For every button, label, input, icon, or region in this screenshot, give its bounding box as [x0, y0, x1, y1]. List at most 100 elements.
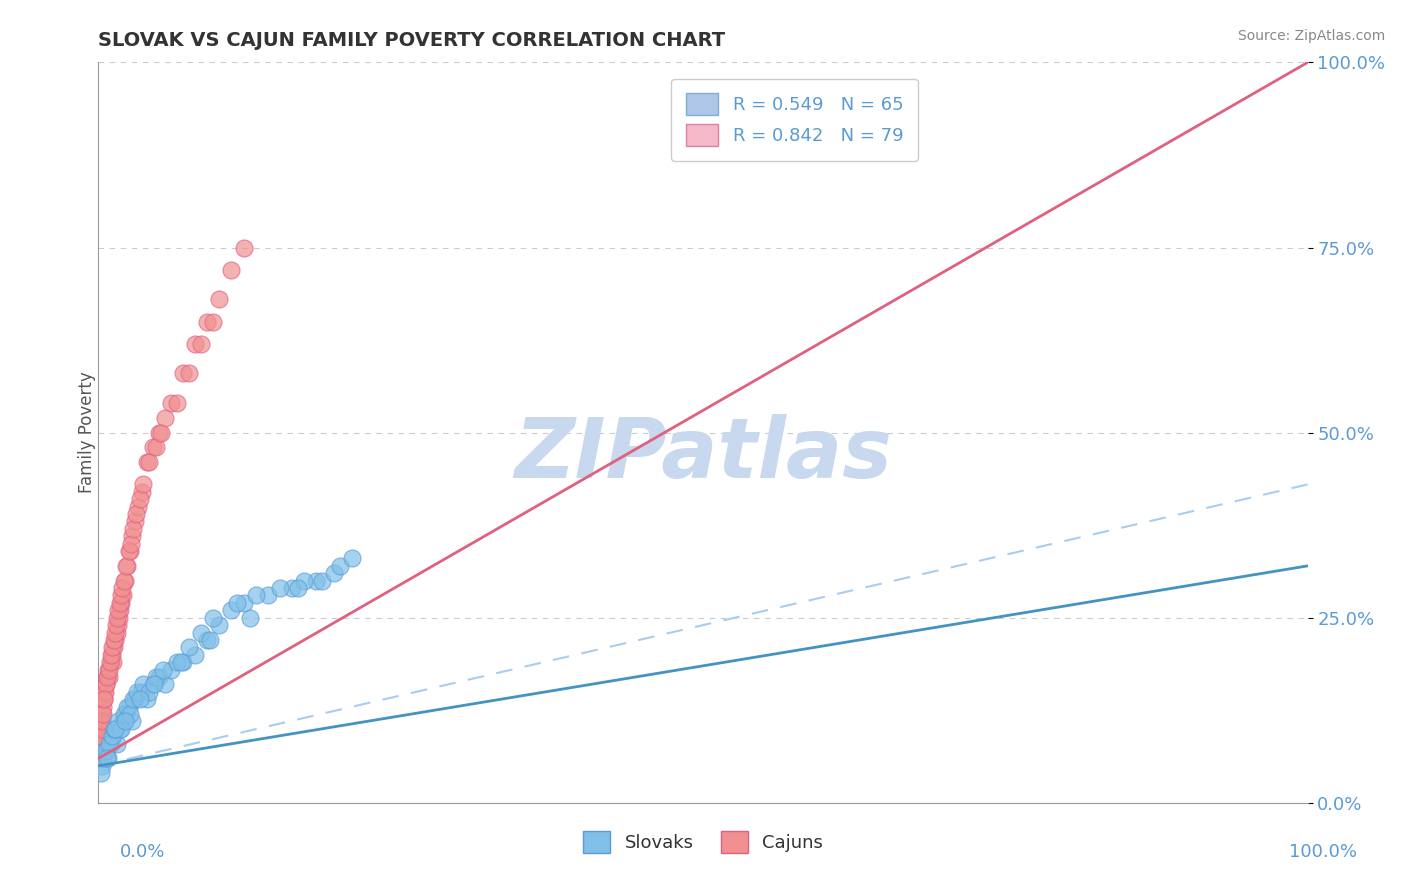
- Point: [208, 293, 231, 307]
- Point: [132, 677, 155, 691]
- Point: [90, 714, 112, 729]
- Point: [138, 685, 160, 699]
- Point: [142, 677, 165, 691]
- Point: [128, 492, 150, 507]
- Point: [202, 610, 225, 624]
- Point: [90, 729, 112, 743]
- Point: [153, 410, 176, 425]
- Point: [108, 610, 131, 624]
- Point: [105, 737, 128, 751]
- Legend: Slovaks, Cajuns: Slovaks, Cajuns: [576, 824, 830, 861]
- Point: [269, 581, 291, 595]
- Point: [311, 574, 333, 588]
- Point: [96, 677, 118, 691]
- Point: [226, 596, 249, 610]
- Point: [142, 441, 165, 455]
- Point: [232, 240, 254, 255]
- Point: [122, 692, 145, 706]
- Point: [104, 722, 127, 736]
- Text: Source: ZipAtlas.com: Source: ZipAtlas.com: [1237, 29, 1385, 43]
- Point: [90, 714, 112, 729]
- Point: [104, 632, 127, 647]
- Point: [100, 737, 122, 751]
- Point: [93, 692, 115, 706]
- Point: [103, 632, 125, 647]
- Point: [342, 551, 364, 566]
- Point: [103, 722, 125, 736]
- Point: [89, 737, 111, 751]
- Point: [91, 706, 114, 721]
- Point: [208, 618, 231, 632]
- Point: [117, 699, 139, 714]
- Point: [93, 692, 115, 706]
- Point: [94, 744, 117, 758]
- Point: [148, 670, 170, 684]
- Point: [129, 685, 152, 699]
- Text: 100.0%: 100.0%: [1289, 843, 1357, 861]
- Point: [108, 596, 131, 610]
- Point: [91, 699, 114, 714]
- Point: [93, 744, 115, 758]
- Point: [190, 336, 212, 351]
- Point: [96, 670, 118, 684]
- Text: 0.0%: 0.0%: [120, 843, 165, 861]
- Point: [118, 544, 141, 558]
- Point: [90, 722, 112, 736]
- Point: [135, 692, 157, 706]
- Point: [184, 336, 207, 351]
- Point: [132, 477, 155, 491]
- Point: [148, 425, 170, 440]
- Point: [323, 566, 346, 581]
- Point: [90, 766, 112, 780]
- Y-axis label: Family Poverty: Family Poverty: [79, 372, 96, 493]
- Point: [110, 596, 132, 610]
- Point: [101, 729, 124, 743]
- Point: [124, 515, 146, 529]
- Point: [115, 706, 138, 721]
- Point: [169, 655, 191, 669]
- Point: [94, 677, 117, 691]
- Point: [100, 655, 122, 669]
- Point: [112, 574, 135, 588]
- Point: [232, 596, 254, 610]
- Point: [150, 425, 173, 440]
- Point: [91, 692, 114, 706]
- Point: [152, 663, 174, 677]
- Point: [108, 603, 131, 617]
- Point: [153, 677, 176, 691]
- Point: [110, 722, 132, 736]
- Point: [127, 685, 149, 699]
- Point: [195, 632, 218, 647]
- Point: [98, 737, 121, 751]
- Point: [107, 603, 129, 617]
- Point: [239, 610, 262, 624]
- Point: [135, 455, 157, 469]
- Point: [103, 640, 125, 655]
- Point: [221, 262, 243, 277]
- Point: [138, 455, 160, 469]
- Point: [89, 751, 111, 765]
- Point: [202, 314, 225, 328]
- Point: [105, 625, 128, 640]
- Point: [287, 581, 309, 595]
- Point: [166, 655, 188, 669]
- Point: [117, 558, 139, 573]
- Point: [118, 699, 141, 714]
- Point: [97, 663, 120, 677]
- Point: [98, 670, 121, 684]
- Point: [91, 758, 114, 772]
- Point: [124, 692, 146, 706]
- Point: [111, 581, 134, 595]
- Point: [100, 729, 122, 743]
- Point: [91, 751, 114, 765]
- Point: [101, 655, 124, 669]
- Point: [93, 685, 115, 699]
- Point: [90, 722, 112, 736]
- Point: [98, 655, 121, 669]
- Point: [118, 544, 141, 558]
- Point: [100, 648, 122, 662]
- Point: [122, 522, 145, 536]
- Point: [145, 441, 167, 455]
- Point: [198, 632, 221, 647]
- Point: [292, 574, 315, 588]
